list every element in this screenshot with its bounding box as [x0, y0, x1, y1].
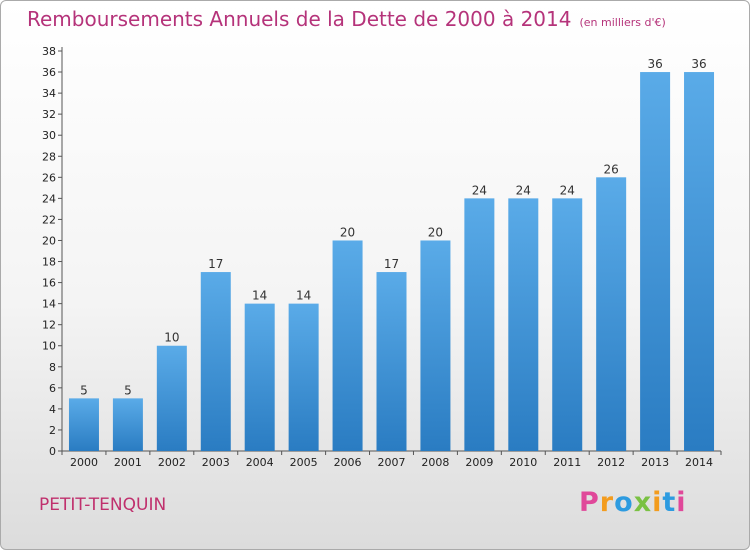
logo-letter: t — [662, 487, 677, 518]
value-label-2007: 17 — [384, 257, 399, 271]
value-label-2013: 36 — [647, 57, 662, 71]
x-tick-label-2004: 2004 — [246, 456, 274, 469]
chart-title: Remboursements Annuels de la Dette de 20… — [27, 7, 666, 31]
value-label-2011: 24 — [560, 183, 575, 197]
bar-2006 — [332, 240, 363, 451]
y-tick-label: 24 — [42, 192, 56, 205]
bar-2004 — [244, 303, 275, 451]
value-label-2001: 5 — [124, 383, 132, 397]
y-tick-label: 6 — [49, 382, 56, 395]
bar-2009 — [464, 198, 495, 451]
bar-2005 — [288, 303, 319, 451]
y-tick-label: 14 — [42, 298, 56, 311]
logo-letter: i — [676, 487, 687, 518]
commune-name: PETIT-TENQUIN — [39, 495, 167, 515]
x-tick-label-2013: 2013 — [641, 456, 669, 469]
x-tick-label-2009: 2009 — [465, 456, 493, 469]
bar-2011 — [552, 198, 583, 451]
logo-letter: x — [633, 487, 653, 518]
y-tick-label: 28 — [42, 150, 56, 163]
y-tick-label: 4 — [49, 403, 56, 416]
y-tick-label: 12 — [42, 319, 56, 332]
logo-letter: o — [614, 487, 634, 518]
value-label-2005: 14 — [296, 289, 311, 303]
y-tick-label: 26 — [42, 171, 56, 184]
chart-title-text: Remboursements Annuels de la Dette de 20… — [27, 7, 572, 31]
y-tick-label: 38 — [42, 45, 56, 58]
labels: 2000 5 2001 5 2002 10 2003 17 2004 14 2005 14 2006 20… — [70, 57, 713, 469]
bar-2001 — [112, 398, 143, 451]
bar-2013 — [640, 72, 671, 451]
chart-subtitle: (en milliers d'€) — [579, 16, 666, 29]
value-label-2004: 14 — [252, 289, 267, 303]
x-tick-label-2007: 2007 — [378, 456, 406, 469]
x-tick-label-2014: 2014 — [685, 456, 713, 469]
x-tick-label-2011: 2011 — [553, 456, 581, 469]
y-tick-label: 30 — [42, 129, 56, 142]
x-tick-label-2000: 2000 — [70, 456, 98, 469]
x-tick-label-2002: 2002 — [158, 456, 186, 469]
x-tick-label-2005: 2005 — [290, 456, 318, 469]
x-tick-label-2003: 2003 — [202, 456, 230, 469]
y-tick-label: 22 — [42, 213, 56, 226]
value-label-2002: 10 — [164, 331, 179, 345]
y-tick-label: 18 — [42, 256, 56, 269]
y-tick-label: 32 — [42, 108, 56, 121]
y-tick-label: 8 — [49, 361, 56, 374]
y-tick-label: 36 — [42, 66, 56, 79]
bar-2012 — [596, 177, 627, 451]
bar-2014 — [684, 72, 715, 451]
value-label-2012: 26 — [604, 162, 619, 176]
bar-2010 — [508, 198, 539, 451]
value-label-2006: 20 — [340, 225, 355, 239]
x-tick-label-2008: 2008 — [421, 456, 449, 469]
bar-2000 — [68, 398, 99, 451]
bar-2003 — [200, 272, 231, 451]
logo-letter: r — [599, 487, 615, 518]
proxiti-logo: Proxiti — [579, 487, 687, 518]
value-label-2009: 24 — [472, 183, 487, 197]
value-label-2010: 24 — [516, 183, 531, 197]
y-tick-label: 20 — [42, 234, 56, 247]
bars — [68, 72, 715, 451]
y-tick-label: 0 — [49, 445, 56, 458]
value-label-2008: 20 — [428, 225, 443, 239]
y-tick-label: 2 — [49, 424, 56, 437]
x-tick-label-2001: 2001 — [114, 456, 142, 469]
bar-2007 — [376, 272, 407, 451]
value-label-2014: 36 — [691, 57, 706, 71]
x-tick-label-2012: 2012 — [597, 456, 625, 469]
y-tick-label: 34 — [42, 87, 56, 100]
value-label-2003: 17 — [208, 257, 223, 271]
bar-2008 — [420, 240, 451, 451]
logo-letter: i — [652, 487, 663, 518]
bar-2002 — [156, 345, 187, 451]
y-tick-label: 10 — [42, 340, 56, 353]
x-tick-label-2010: 2010 — [509, 456, 537, 469]
y-tick-label: 16 — [42, 277, 56, 290]
x-tick-label-2006: 2006 — [334, 456, 362, 469]
value-label-2000: 5 — [80, 383, 88, 397]
logo-letter: P — [579, 487, 600, 518]
